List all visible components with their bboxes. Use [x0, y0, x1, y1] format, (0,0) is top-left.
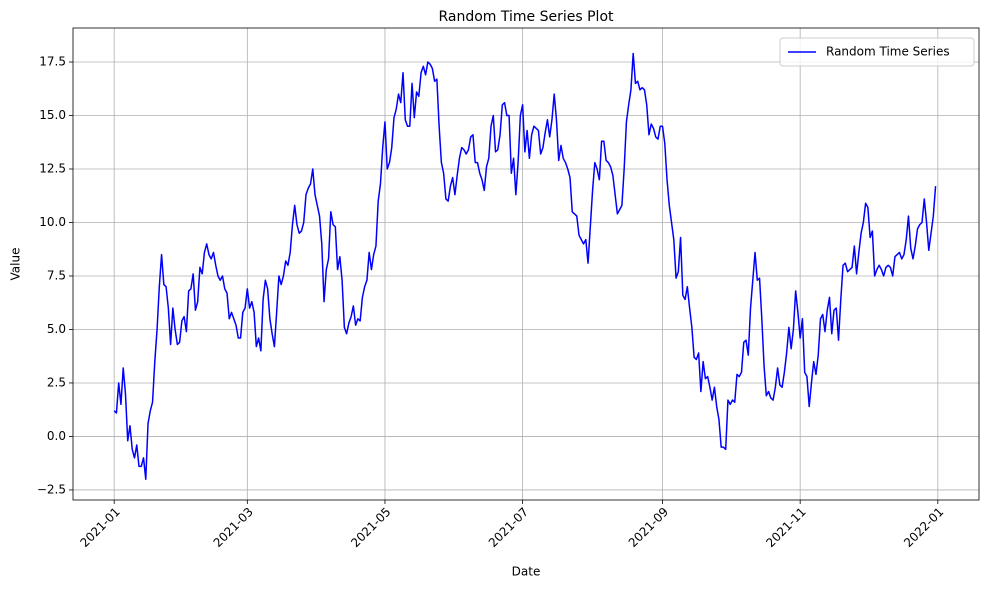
- x-tick-label: 2022-01: [901, 505, 946, 550]
- y-tick-label: 0.0: [47, 429, 66, 443]
- x-tick-label: 2021-09: [626, 505, 671, 550]
- y-tick-label: 7.5: [47, 268, 66, 282]
- y-tick-label: 10.0: [39, 215, 66, 229]
- legend-box: [779, 37, 975, 67]
- x-tick-label: 2021-07: [486, 505, 531, 550]
- series-line: [113, 52, 937, 480]
- x-axis-label: Date: [512, 565, 541, 579]
- y-tick-label: 2.5: [47, 375, 66, 389]
- y-axis-label: Value: [9, 248, 23, 281]
- x-tick-label: 2021-03: [211, 505, 256, 550]
- y-tick-label: 12.5: [39, 162, 66, 176]
- plot-frame: [72, 27, 980, 501]
- y-tick-label: −2.5: [37, 482, 66, 496]
- chart-title: Random Time Series Plot: [438, 9, 614, 25]
- y-tick-label: 15.0: [39, 108, 66, 122]
- y-tick-label: 17.5: [39, 55, 66, 69]
- y-tick-label: 5.0: [47, 322, 66, 336]
- x-tick-label: 2021-05: [348, 505, 393, 550]
- x-tick-label: 2021-11: [763, 505, 808, 550]
- legend-label: Random Time Series: [826, 45, 950, 59]
- x-tick-label: 2021-01: [77, 505, 122, 550]
